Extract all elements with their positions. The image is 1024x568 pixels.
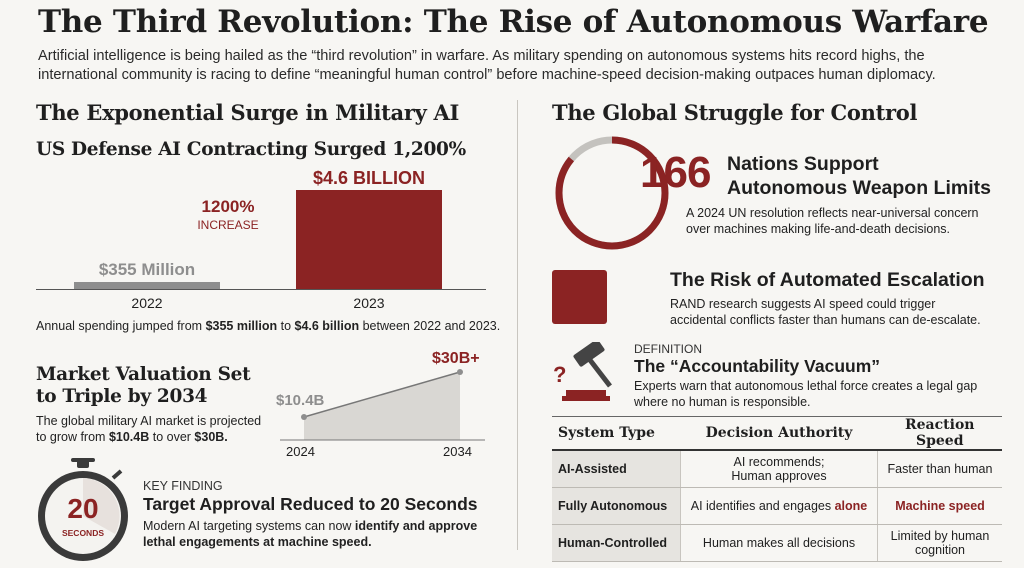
header-decision-authority: Decision Authority — [680, 416, 878, 451]
escalation-square-icon — [552, 270, 607, 324]
contracting-caption: Annual spending jumped from $355 million… — [36, 319, 501, 333]
accountability-title: The “Accountability Vacuum” — [634, 356, 881, 376]
left-section-title: The Exponential Surge in Military AI — [36, 100, 460, 125]
market-desc-2: to grow from $10.4B to over $30B. — [36, 430, 228, 444]
nations-desc-1: A 2024 UN resolution reflects near-unive… — [686, 206, 979, 220]
new-value-label: $4.6 BILLION — [312, 168, 426, 188]
key-finding-eyebrow: KEY FINDING — [143, 479, 223, 493]
escalation-desc-1: RAND research suggests AI speed could tr… — [670, 297, 936, 311]
gavel-icon — [562, 342, 612, 401]
growth-line — [303, 371, 461, 418]
table-row: AI-Assisted AI recommends; Human approves… — [552, 450, 1002, 488]
row-authority: AI identifies and engages alone — [680, 487, 878, 525]
market-title-2: to Triple by 2034 — [36, 386, 208, 407]
year-2023-label: 2023 — [353, 295, 385, 311]
bar-2022 — [74, 282, 220, 289]
nations-count: 166 — [640, 148, 711, 197]
growth-area — [304, 372, 460, 440]
row-type: Fully Autonomous — [552, 487, 681, 525]
nations-desc-2: over machines making life-and-death deci… — [686, 222, 951, 236]
key-finding-title: Target Approval Reduced to 20 Seconds — [143, 494, 478, 514]
growth-point-end — [457, 369, 463, 375]
row-type: AI-Assisted — [552, 450, 681, 488]
market-desc-1: The global military AI market is project… — [36, 414, 262, 428]
row-speed: Faster than human — [877, 450, 1002, 488]
market-end-year: 2034 — [443, 444, 472, 459]
market-start-label: $10.4B — [276, 392, 325, 409]
row-type: Human-Controlled — [552, 524, 681, 562]
increase-word: INCREASE — [197, 218, 259, 232]
market-title-1: Market Valuation Set — [36, 364, 251, 385]
right-section-title: The Global Struggle for Control — [552, 100, 918, 125]
nations-title-1: Nations Support — [727, 153, 879, 175]
row-speed: Machine speed — [877, 487, 1002, 525]
table-row: Human-Controlled Human makes all decisio… — [552, 524, 1002, 562]
nations-support-arc — [555, 136, 669, 250]
donut-ring-icon — [555, 136, 669, 250]
question-mark-icon: ? — [553, 362, 567, 387]
row-speed: Limited by human cognition — [877, 524, 1002, 562]
year-2022-label: 2022 — [131, 295, 163, 311]
contracting-title: US Defense AI Contracting Surged 1,200% — [36, 139, 466, 160]
accountability-eyebrow: DEFINITION — [634, 342, 702, 356]
chart-baseline — [36, 289, 486, 290]
market-start-year: 2024 — [286, 444, 315, 459]
key-finding-desc-2: lethal engagements at machine speed. — [143, 535, 372, 549]
timer-unit: SECONDS — [61, 528, 105, 538]
systems-table: System Type Decision Authority Reaction … — [552, 416, 1002, 562]
escalation-desc-2: accidental conflicts faster than humans … — [670, 313, 981, 327]
key-finding-desc-1: Modern AI targeting systems can now iden… — [143, 519, 478, 533]
market-end-label: $30B+ — [432, 350, 480, 367]
accountability-desc-1: Experts warn that autonomous lethal forc… — [634, 379, 978, 393]
escalation-title: The Risk of Automated Escalation — [670, 269, 985, 291]
column-divider — [517, 100, 518, 550]
timer-number: 20 — [67, 493, 99, 524]
stopwatch-icon — [38, 458, 128, 561]
bar-2023 — [296, 190, 442, 289]
table-row: Fully Autonomous AI identifies and engag… — [552, 487, 1002, 525]
accountability-desc-2: where no human is responsible. — [634, 395, 811, 409]
growth-point-start — [301, 414, 307, 420]
market-growth-chart — [280, 369, 485, 441]
header-system-type: System Type — [552, 416, 681, 451]
increase-percent: 1200% — [201, 197, 255, 216]
table-header-row: System Type Decision Authority Reaction … — [552, 416, 1002, 451]
nations-title-2: Autonomous Weapon Limits — [727, 177, 991, 199]
row-authority: Human makes all decisions — [680, 524, 878, 562]
old-value-label: $355 Million — [98, 260, 196, 279]
page-subtitle: Artificial intelligence is being hailed … — [38, 48, 936, 83]
page-title: The Third Revolution: The Rise of Autono… — [38, 4, 989, 40]
header-reaction-speed: Reaction Speed — [877, 416, 1002, 451]
row-authority: AI recommends; Human approves — [680, 450, 878, 488]
